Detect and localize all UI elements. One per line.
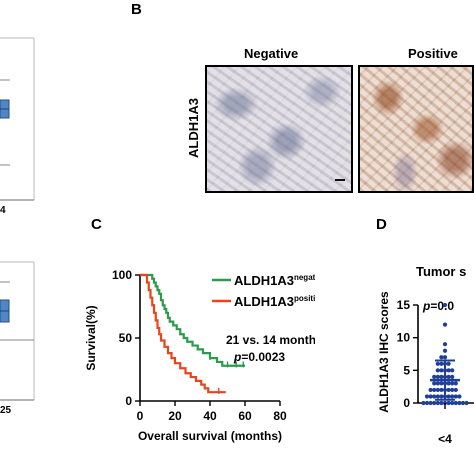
panel-d-pvalue: p=0.0: [423, 299, 455, 313]
dot-point: [446, 400, 451, 406]
dot-points: [421, 302, 469, 406]
dot-point: [446, 381, 451, 386]
panel-d-letter: D: [376, 216, 387, 233]
dot-point: [450, 400, 455, 406]
kaplan-meier-chart: 0 20 40 60 80 0 50 100 Survival(%) Overall surv…: [85, 268, 315, 443]
dot-y-tick-label: 10: [397, 331, 411, 345]
dot-point: [446, 394, 451, 399]
km-y-axis-label: Survival(%): [85, 305, 98, 370]
panel-c-letter: C: [91, 216, 102, 233]
dot-point: [435, 374, 440, 379]
dot-point: [450, 394, 455, 399]
dot-y-tick-label: 0: [403, 396, 410, 410]
dot-point: [464, 400, 469, 406]
dot-point: [453, 394, 458, 399]
km-curve-negative: [140, 273, 245, 367]
km-curves: [140, 273, 245, 394]
dot-point: [435, 400, 440, 406]
dot-y-tick-label: 15: [397, 298, 411, 312]
dot-point: [453, 400, 458, 406]
km-x-tick-label: 80: [273, 409, 287, 423]
km-y-tick-label: 100: [112, 268, 132, 282]
dot-point: [432, 374, 437, 379]
dot-point: [439, 374, 444, 379]
dot-point: [432, 381, 437, 386]
dot-point: [450, 381, 455, 386]
dot-point: [453, 387, 458, 393]
dot-point: [460, 400, 466, 406]
dot-point: [439, 400, 444, 406]
micrograph-positive: [358, 65, 474, 193]
dot-point: [439, 387, 444, 393]
km-curve-positive: [140, 273, 226, 394]
dot-point: [435, 381, 440, 386]
dot-point: [439, 355, 444, 360]
panel-d-title: Tumor s: [416, 264, 467, 279]
legend-positive-label: ALDH1A3positive: [234, 294, 315, 309]
dot-point: [435, 394, 440, 399]
dot-point: [432, 387, 437, 393]
dot-point: [432, 394, 437, 399]
km-ticks: 0 20 40 60 80 0 50 100: [112, 268, 287, 423]
dot-point: [446, 361, 451, 366]
panel-b-negative-label: Negative: [244, 46, 299, 61]
dot-point: [439, 361, 444, 366]
dot-point: [446, 374, 451, 379]
dot-point: [450, 374, 455, 379]
km-x-tick-label: 60: [238, 409, 252, 423]
km-y-tick-label: 0: [125, 394, 132, 408]
dot-y-tick-label: 5: [403, 363, 410, 377]
legend-negative-label: ALDH1A3negative: [234, 273, 315, 288]
panel-a-bottom-tick-label: 25: [0, 405, 12, 416]
dot-point: [428, 387, 433, 393]
panel-a-top-tick-label: 4: [0, 205, 6, 216]
dot-point: [442, 348, 448, 353]
panel-b-positive-label: Positive: [408, 46, 458, 61]
dot-point: [439, 368, 444, 373]
dot-point: [446, 368, 451, 373]
dot-ticks: 0 5 10 15: [397, 298, 418, 410]
km-x-axis-label: Overall survival (months): [138, 429, 282, 443]
km-x-tick-label: 0: [137, 409, 144, 423]
dot-point: [457, 400, 462, 406]
dot-point: [435, 387, 440, 393]
dot-point: [442, 302, 448, 308]
km-pvalue-annotation: p=0.0023: [233, 350, 285, 364]
dot-point: [421, 400, 426, 406]
dot-plot-chart: 0 5 10 15 ALDH1A3 IHC scores <4: [377, 291, 474, 446]
dot-point: [428, 400, 433, 406]
dot-point: [424, 394, 430, 399]
km-y-tick-label: 50: [119, 331, 133, 345]
dot-point: [442, 355, 448, 360]
dot-point: [450, 368, 455, 373]
micrograph-negative: [205, 65, 353, 193]
dot-point: [442, 342, 448, 347]
dot-point: [450, 387, 455, 393]
dot-point: [424, 400, 430, 406]
dot-point: [446, 387, 451, 393]
km-legend: ALDH1A3negative ALDH1A3positive: [212, 273, 315, 309]
dot-point: [439, 381, 444, 386]
dot-category-label: <4: [438, 432, 452, 446]
panel-b-row-label: ALDH1A3: [186, 98, 201, 158]
dot-point: [428, 394, 433, 399]
dot-point: [457, 394, 462, 399]
dot-y-axis-label: ALDH1A3 IHC scores: [377, 291, 391, 413]
panel-a-fragment: 4 25: [0, 37, 35, 416]
panel-b-letter: B: [131, 1, 142, 18]
scale-bar: [335, 179, 345, 181]
km-median-annotation: 21 vs. 14 months: [226, 333, 315, 347]
dot-point: [435, 361, 440, 366]
dot-point: [439, 394, 444, 399]
dot-point: [442, 322, 448, 327]
dot-point: [453, 381, 458, 386]
dot-point: [435, 368, 440, 373]
dot-point: [432, 400, 437, 406]
km-x-tick-label: 40: [203, 409, 217, 423]
km-x-tick-label: 20: [168, 409, 182, 423]
